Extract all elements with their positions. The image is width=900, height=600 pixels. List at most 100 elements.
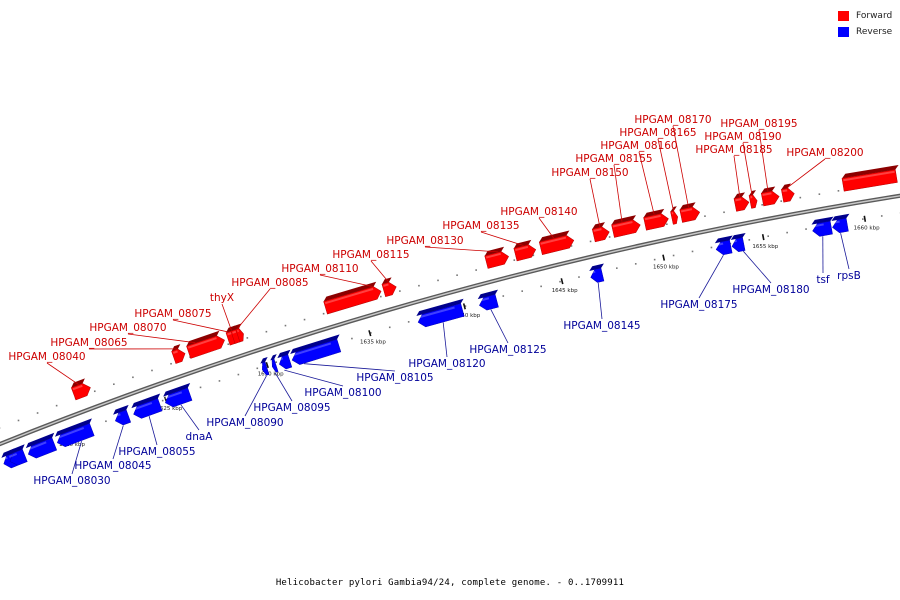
leader-line [698, 255, 724, 299]
gene-gloss [172, 350, 178, 354]
scale-dot-top [113, 383, 115, 386]
gene-shade [589, 263, 604, 272]
gene-label: HPGAM_08110 [281, 263, 358, 275]
scale-label: 1660 kbp [854, 226, 880, 232]
gene-body [590, 267, 605, 283]
gene-shade [381, 277, 392, 285]
gene-label: HPGAM_08180 [732, 284, 809, 296]
gene-body [291, 339, 342, 365]
leader-line [180, 404, 200, 431]
scale-label: 1630 kbp [258, 372, 284, 378]
gene-HPGAM_08180 [730, 232, 746, 252]
gene-HPGAM_08160 [643, 208, 669, 231]
gene-gloss [27, 441, 47, 451]
gene-body [679, 206, 701, 223]
gene-body [133, 398, 163, 419]
gene-gloss [237, 329, 239, 333]
scale-dot-top [151, 369, 153, 372]
gene-shade [260, 357, 268, 364]
gene-HPGAM_08090 [260, 357, 270, 376]
gene-gloss [593, 228, 602, 232]
leader-line [786, 158, 826, 189]
scale-dot-bottom [634, 263, 637, 265]
scale-dot-top [132, 376, 134, 379]
leader-line [370, 260, 389, 283]
gene-body [841, 169, 898, 192]
gene-shade [831, 213, 850, 221]
gene-label: HPGAM_08040 [8, 351, 85, 363]
gene-gloss [383, 283, 389, 287]
gene-label: HPGAM_08200 [786, 147, 863, 159]
gene-HPGAM_08170 [679, 202, 701, 223]
major-tick [662, 254, 666, 261]
scale-dot-top [666, 223, 668, 226]
gene-gloss [485, 252, 501, 259]
scale-dot-bottom [351, 337, 353, 340]
scale-label: 1635 kbp [360, 340, 386, 346]
genome-title: Helicobacter pylori Gambia94/24, complet… [275, 578, 625, 588]
gene-HPGAM_08110 [323, 281, 382, 315]
scale-dot-top [17, 419, 20, 422]
scale-dot-top [532, 254, 535, 257]
scale-dot-bottom [691, 250, 694, 253]
gene-body [733, 196, 750, 212]
gene-body [670, 210, 678, 225]
scale-label: 1640 kbp [454, 313, 480, 319]
leader-line [742, 142, 753, 195]
gene-body [832, 218, 849, 234]
genome-backbone [0, 193, 900, 447]
scale-label: 1645 kbp [552, 288, 578, 294]
gene-label: HPGAM_08030 [33, 475, 110, 487]
gene-gloss [540, 236, 567, 245]
scale-dot-top [761, 203, 763, 206]
scale-dot-top [589, 240, 592, 243]
gene-body [538, 235, 575, 255]
leader-line [127, 333, 196, 344]
gene-HPGAM_08115 [381, 277, 397, 298]
gene-HPGAM_08155 [611, 215, 641, 238]
gene-gloss [590, 270, 596, 274]
gene-body [186, 335, 225, 359]
gene-label: HPGAM_08095 [253, 402, 330, 414]
gene-label: HPGAM_08165 [619, 127, 696, 139]
gene-body [643, 213, 669, 231]
gene-HPGAM_08040 [70, 378, 91, 401]
gene-gloss [8, 453, 18, 458]
gene-label: HPGAM_08155 [575, 153, 652, 165]
scale-dot-top [608, 236, 611, 238]
gene-gloss [261, 364, 263, 367]
gene-gloss [612, 221, 633, 228]
gene-body [591, 226, 610, 243]
gene-gloss [762, 192, 772, 196]
leader-line [672, 125, 689, 208]
leader-line [112, 425, 124, 460]
gene-gloss [832, 220, 840, 224]
gene-label: tsf [816, 274, 830, 286]
gene-gloss [324, 287, 374, 305]
gene-body [611, 219, 641, 238]
gene-gloss [114, 413, 121, 418]
gene-HPGAM_08095 [270, 354, 279, 373]
major-tick [265, 361, 269, 369]
gene-label: HPGAM_08190 [704, 131, 781, 143]
leader-line [319, 274, 373, 287]
gene-label: HPGAM_08115 [332, 249, 409, 261]
gene-rpsB [831, 213, 850, 234]
reverse-swatch [838, 27, 849, 37]
gene-shade [730, 232, 746, 241]
leader-line [424, 246, 499, 253]
gene-gloss [478, 297, 490, 302]
gene-body [235, 328, 244, 343]
gene-gloss [750, 196, 753, 199]
gene-HPGAM_08195 [760, 186, 780, 207]
scale-dot-top [570, 245, 573, 247]
scale-dot-bottom [653, 258, 656, 261]
scale-dot-bottom [275, 361, 278, 363]
gene-HPGAM_08065 [171, 344, 186, 364]
gene-gloss [278, 357, 284, 361]
gene-body [760, 190, 780, 207]
gene-label: HPGAM_08070 [89, 322, 166, 334]
leader-line [758, 129, 769, 192]
gene-gloss [164, 391, 183, 400]
